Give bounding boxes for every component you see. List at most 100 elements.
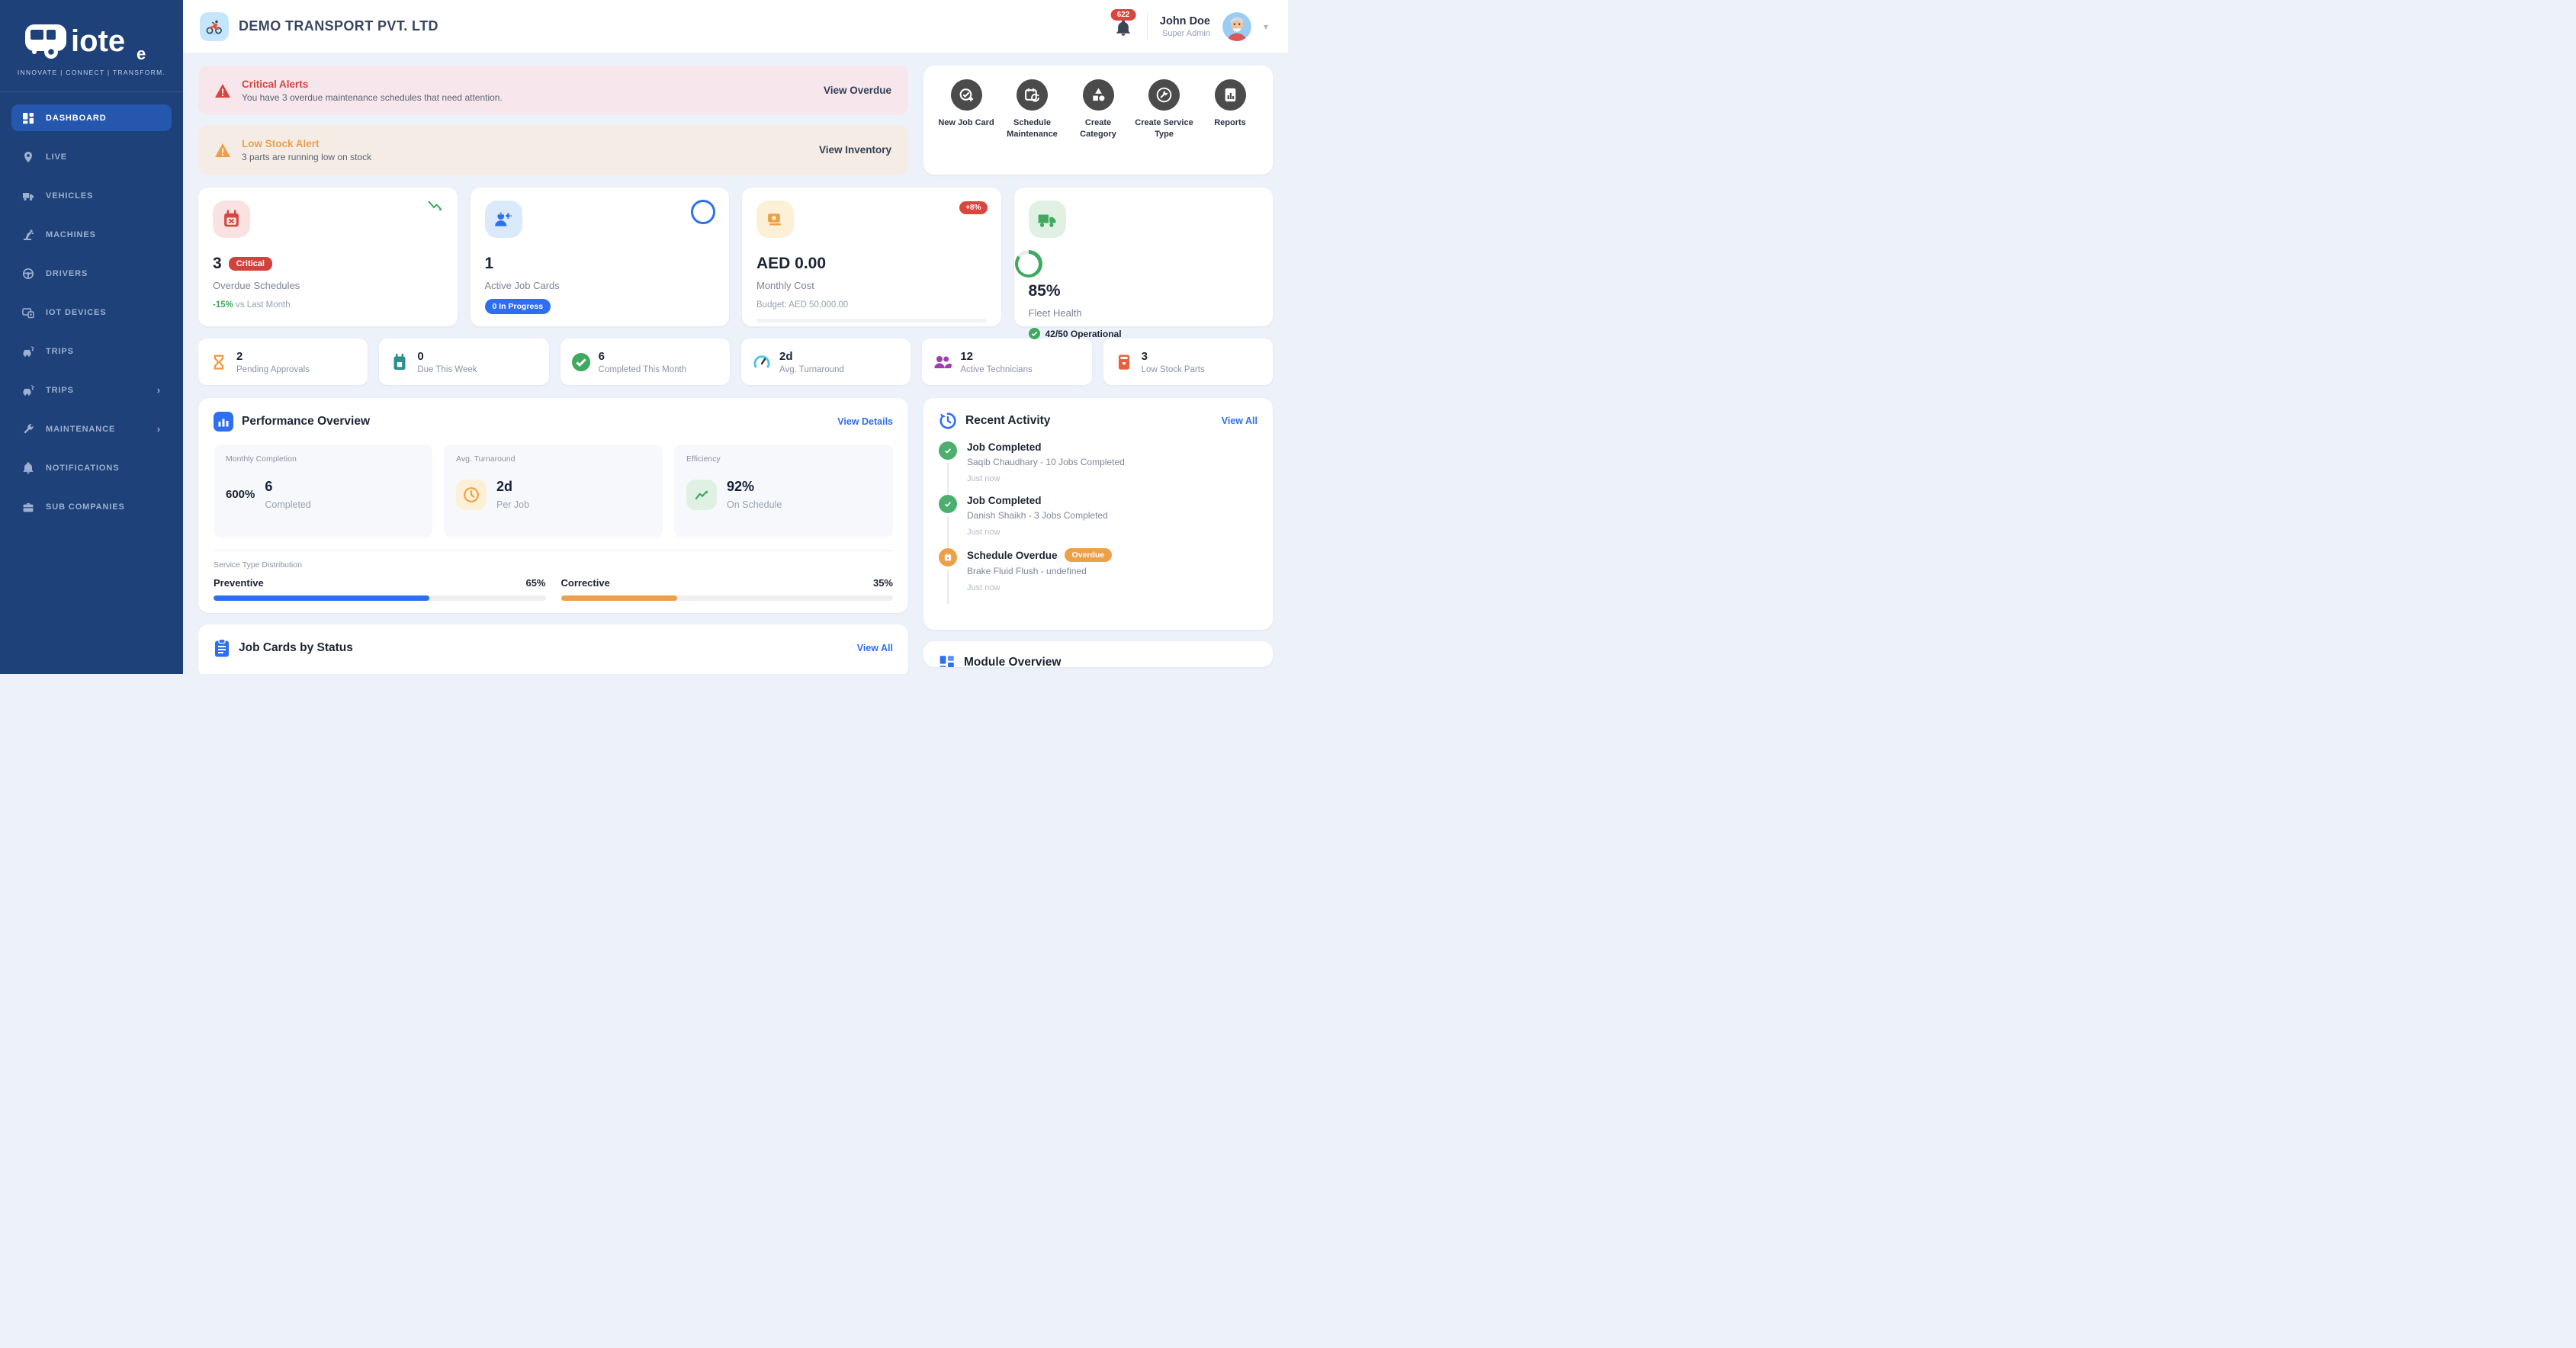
progress-track — [560, 595, 893, 601]
metric-label: Monthly Completion — [226, 454, 297, 464]
budget-text: Budget: AED 50,000.00 — [756, 300, 849, 310]
sidebar-item-iot-devices[interactable]: IOT DEVICES — [11, 299, 172, 326]
timeline-connector — [947, 570, 949, 604]
user-name: John Doe — [1159, 14, 1210, 27]
trend-down-icon — [427, 200, 444, 217]
stat-label: Overdue Schedules — [213, 280, 300, 291]
mini-value: 3 — [1141, 349, 1148, 363]
sidebar-item-machines[interactable]: MACHINES — [11, 221, 172, 248]
dashboard-content: Critical Alerts You have 3 overdue maint… — [183, 53, 1288, 674]
create-service-type-button[interactable]: Create Service Type — [1132, 79, 1196, 140]
mini-value: 6 — [598, 349, 605, 363]
view-all-link[interactable]: View All — [856, 643, 893, 653]
delta-value: -15% — [213, 300, 233, 310]
quick-action-label: Reports — [1214, 118, 1246, 127]
stat-cards-row: 3 Critical Overdue Schedules -15% vs Las… — [198, 188, 1273, 339]
active-job-cards-card[interactable]: 1 Active Job Cards 0 In Progress — [470, 188, 729, 326]
worker-icon — [484, 201, 522, 238]
stat-label: Monthly Cost — [756, 280, 814, 291]
monthly-cost-card[interactable]: +8% AED 0.00 Monthly Cost Budget: AED 50… — [742, 188, 1001, 326]
warning-triangle-icon — [215, 143, 230, 157]
sidebar-menu: DASHBOARD LIVE VEHICLES MACHINES DRIVERS… — [0, 104, 183, 532]
activity-item[interactable]: Job Completed Danish Shaikh - 3 Jobs Com… — [939, 495, 1257, 548]
sidebar-divider — [0, 91, 183, 92]
report-chart-icon — [1225, 88, 1235, 102]
alert-title: Critical Alerts — [242, 78, 309, 90]
due-this-week-card[interactable]: 0 Due This Week — [379, 339, 549, 385]
notifications-bell-button[interactable]: 622 — [1110, 9, 1136, 40]
view-all-link[interactable]: View All — [1221, 416, 1257, 426]
quick-actions-panel: New Job Card Schedule Maintenance Create… — [923, 66, 1273, 175]
activity-time: Just now — [967, 474, 1001, 483]
sidebar-item-label: VEHICLES — [46, 191, 94, 201]
delta-badge: +8% — [959, 201, 988, 214]
schedule-maintenance-button[interactable]: Schedule Maintenance — [1001, 79, 1065, 140]
robot-arm-icon — [24, 229, 34, 240]
sidebar-item-trips-2[interactable]: TRIPS › — [11, 377, 172, 403]
preventive-distribution: Preventive 65% — [214, 577, 546, 601]
avg-turnaround-card[interactable]: 2d Avg. Turnaround — [740, 339, 911, 385]
active-technicians-card[interactable]: 12 Active Technicians — [922, 339, 1092, 385]
sidebar-item-trips[interactable]: TRIPS — [11, 338, 172, 364]
briefcase-icon — [23, 502, 34, 512]
recent-activity-panel: Recent Activity View All Job Completed S… — [923, 398, 1273, 630]
sidebar-item-dashboard[interactable]: DASHBOARD — [11, 104, 172, 131]
view-inventory-button[interactable]: View Inventory — [818, 144, 891, 156]
alert-message: You have 3 overdue maintenance schedules… — [242, 91, 503, 103]
fleet-health-card[interactable]: 85% Fleet Health 42/50 Operational — [1013, 188, 1273, 339]
sidebar-item-drivers[interactable]: DRIVERS — [11, 260, 172, 287]
history-icon — [940, 412, 956, 429]
metric-label: Efficiency — [686, 454, 721, 464]
new-job-card-button[interactable]: New Job Card — [934, 79, 998, 140]
calendar-x-icon — [213, 201, 250, 238]
sidebar-item-notifications[interactable]: NOTIFICATIONS — [11, 454, 172, 481]
mini-label: Avg. Turnaround — [779, 364, 844, 374]
stat-label: Fleet Health — [1028, 307, 1082, 319]
stat-label: Active Job Cards — [484, 280, 560, 291]
sidebar-item-label: MACHINES — [46, 229, 96, 239]
chevron-down-icon[interactable]: ▾ — [1263, 21, 1268, 32]
wrench-icon — [24, 423, 34, 434]
brand-tagline: INNOVATE | CONNECT | TRANSFORM. — [17, 69, 166, 76]
iot-device-icon — [22, 307, 34, 318]
cash-icon — [756, 201, 794, 238]
mini-label: Due This Week — [417, 364, 477, 374]
alert-title: Low Stock Alert — [242, 137, 320, 149]
sidebar-item-live[interactable]: LIVE — [11, 143, 172, 170]
bar-name: Corrective — [560, 577, 610, 589]
activity-title: Job Completed — [967, 495, 1042, 506]
activity-item[interactable]: Job Completed Saqib Chaudhary - 10 Jobs … — [939, 441, 1257, 495]
shapes-icon — [1092, 88, 1104, 101]
svg-text:e: e — [137, 44, 146, 61]
create-category-button[interactable]: Create Category — [1066, 79, 1130, 140]
pending-approvals-card[interactable]: 2 Pending Approvals — [198, 339, 368, 385]
iote-bus-logo-icon: iote e — [25, 24, 146, 61]
clock-icon — [456, 479, 487, 510]
progress-fill — [214, 595, 430, 601]
sidebar-item-vehicles[interactable]: VEHICLES — [11, 182, 172, 209]
quick-action-label: Create Category — [1080, 118, 1116, 139]
view-details-link[interactable]: View Details — [837, 416, 893, 427]
header-right: 622 John Doe Super Admin ▾ — [1110, 9, 1268, 41]
trend-up-icon — [686, 479, 717, 510]
avatar[interactable] — [1222, 11, 1251, 41]
overdue-schedules-card[interactable]: 3 Critical Overdue Schedules -15% vs Las… — [198, 188, 458, 326]
sidebar-item-maintenance[interactable]: MAINTENANCE › — [11, 416, 172, 442]
progress-ring — [691, 200, 715, 224]
low-stock-parts-card[interactable]: 3 Low Stock Parts — [1103, 339, 1273, 385]
view-overdue-button[interactable]: View Overdue — [823, 85, 891, 96]
modules-grid-icon — [940, 656, 954, 667]
completed-this-month-card[interactable]: 6 Completed This Month — [560, 339, 730, 385]
reports-button[interactable]: Reports — [1198, 79, 1262, 140]
motorcycle-icon — [206, 20, 222, 35]
chevron-right-icon: › — [156, 423, 161, 435]
trip-route-icon — [23, 384, 34, 396]
success-check-icon — [939, 441, 957, 460]
activity-item[interactable]: Schedule Overdue Overdue Brake Fluid Flu… — [939, 548, 1257, 604]
main-area: DEMO TRANSPORT PVT. LTD 622 John Doe Sup… — [183, 0, 1288, 674]
user-info: John Doe Super Admin — [1160, 15, 1210, 38]
sidebar-item-sub-companies[interactable]: SUB COMPANIES — [11, 493, 172, 520]
timeline-rail — [939, 441, 957, 495]
metric-value: 92% — [727, 479, 755, 494]
chevron-right-icon: › — [156, 384, 161, 396]
